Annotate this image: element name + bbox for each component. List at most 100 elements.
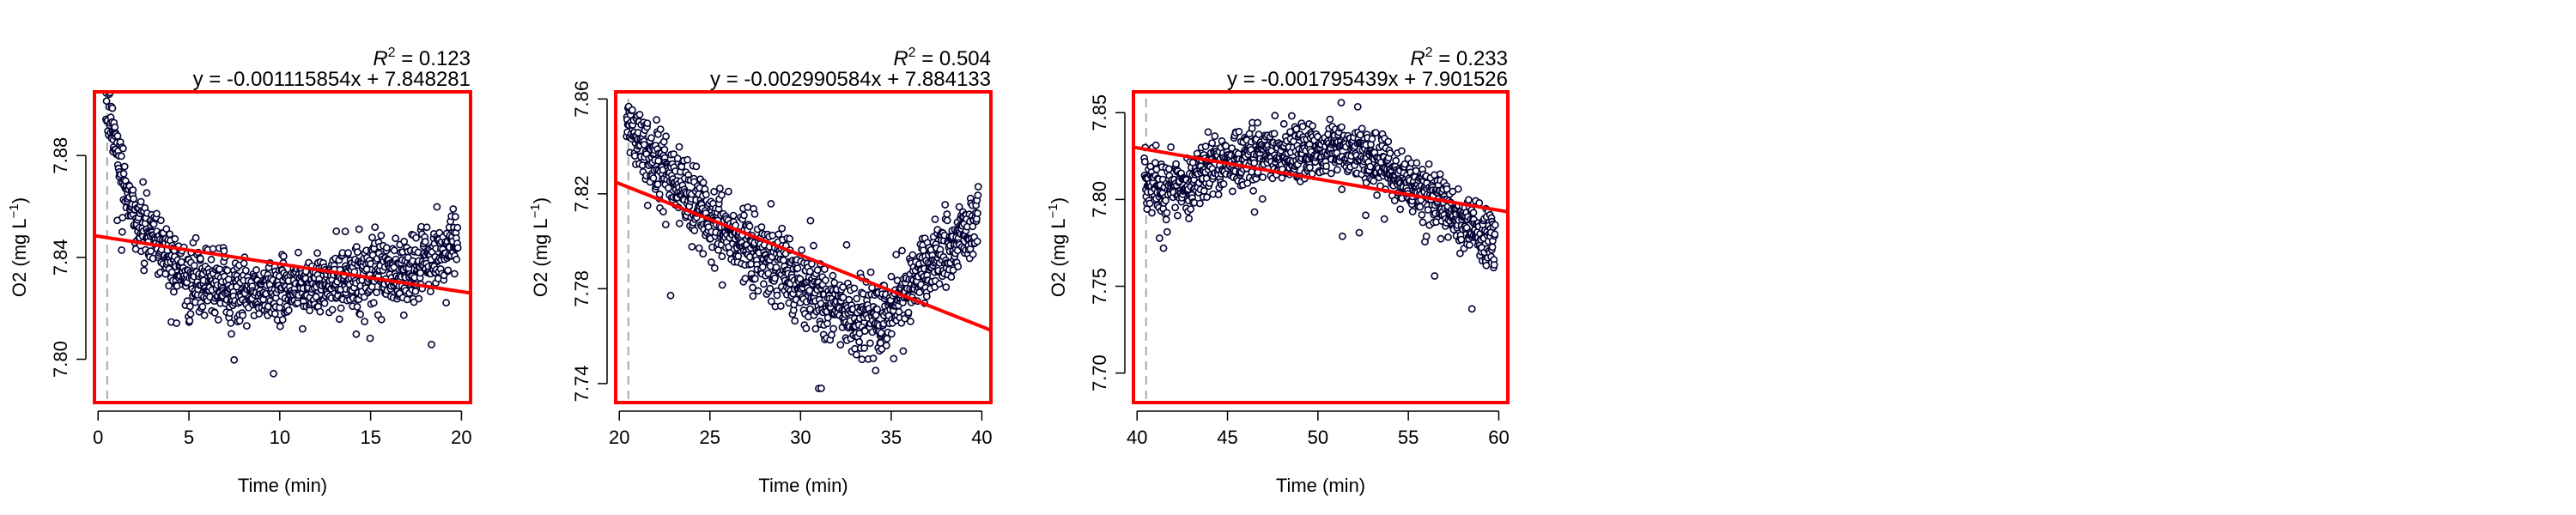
data-point	[320, 299, 329, 307]
y-axis: 7.70 7.75 7.80 7.85 O2 (mg L−1)	[1046, 94, 1126, 391]
plot-frame	[93, 90, 472, 404]
data-point	[1371, 129, 1380, 136]
data-point	[214, 316, 222, 324]
data-point	[306, 306, 313, 315]
data-point	[1254, 118, 1261, 127]
y-tick-label: 7.85	[1089, 94, 1110, 131]
data-point	[415, 294, 423, 303]
data-point	[1425, 160, 1433, 168]
data-point	[810, 241, 817, 250]
data-point	[702, 191, 710, 199]
data-point	[1185, 215, 1193, 222]
data-point	[974, 191, 982, 199]
data-point	[675, 219, 683, 227]
y-tick-label: 7.80	[50, 341, 71, 378]
data-point	[451, 213, 459, 221]
data-point	[102, 54, 108, 60]
data-point	[806, 216, 815, 225]
regression-equation: y = -0.001115854x + 7.848281	[193, 68, 471, 91]
data-point	[718, 191, 726, 199]
regression-line	[1133, 145, 1508, 214]
data-point	[629, 106, 636, 114]
data-point	[226, 309, 234, 318]
data-point	[196, 254, 204, 263]
chart-panel-2: 20 25 30 35 40 Time (min) 7.74 7.78 7.82 7.86 O2 (…	[528, 45, 993, 496]
data-point	[718, 252, 726, 261]
data-point	[813, 266, 822, 275]
data-point	[1163, 209, 1171, 217]
data-point	[191, 233, 200, 242]
data-point	[442, 299, 450, 307]
data-point	[866, 339, 874, 348]
y-tick-label: 7.88	[50, 137, 71, 174]
data-point	[710, 264, 719, 272]
data-point	[760, 280, 768, 288]
data-point	[828, 330, 835, 339]
data-point	[316, 307, 325, 316]
data-point	[949, 266, 957, 275]
x-tick-label: 35	[881, 427, 902, 448]
chart-panel-1: 0 5 10 15 20 Time (min) 7.80 7.84 7.88 O2 (mg L−1…	[7, 45, 472, 496]
data-point	[1250, 159, 1259, 167]
y-tick-label: 7.74	[571, 365, 592, 402]
data-point	[907, 318, 914, 325]
data-point	[1249, 186, 1257, 195]
data-point	[776, 302, 785, 310]
data-point	[1392, 156, 1400, 165]
data-point	[1390, 197, 1399, 205]
data-point	[117, 152, 125, 161]
data-point	[887, 272, 896, 281]
data-point	[171, 234, 179, 243]
data-point	[276, 322, 284, 330]
data-point	[1159, 244, 1168, 252]
data-point	[129, 185, 137, 194]
data-point	[1467, 305, 1476, 313]
x-axis: 20 25 30 35 40 Time (min)	[609, 410, 993, 496]
data-point	[198, 302, 207, 311]
data-point	[1322, 162, 1330, 170]
y-axis: 7.80 7.84 7.88 O2 (mg L−1)	[7, 137, 87, 378]
data-point	[1143, 205, 1151, 214]
x-tick-label: 25	[700, 427, 720, 448]
data-point	[661, 221, 670, 228]
data-point	[1457, 235, 1466, 244]
data-point	[899, 347, 908, 355]
data-point	[270, 369, 277, 378]
data-point	[162, 225, 171, 233]
data-point	[649, 174, 658, 182]
data-point	[1298, 122, 1307, 130]
data-point	[690, 227, 699, 234]
data-point	[1338, 123, 1346, 131]
data-point	[726, 249, 734, 258]
data-point	[1172, 160, 1180, 168]
data-point	[104, 85, 110, 91]
data-point	[185, 317, 194, 324]
data-point	[371, 223, 380, 231]
plot-frame	[614, 90, 993, 404]
data-point	[185, 302, 194, 311]
data-point	[643, 119, 652, 127]
data-points	[102, 54, 462, 378]
data-point	[1396, 205, 1405, 214]
data-point	[278, 315, 287, 324]
x-tick-label: 10	[270, 427, 290, 448]
data-point	[382, 244, 391, 252]
data-point	[829, 271, 837, 280]
x-tick-label: 5	[184, 427, 194, 448]
data-point	[1278, 173, 1286, 182]
data-point	[118, 144, 127, 153]
data-point	[239, 311, 247, 319]
data-point	[1413, 159, 1421, 167]
data-point	[699, 250, 708, 258]
data-point	[105, 83, 111, 89]
data-point	[227, 318, 235, 327]
data-point	[209, 245, 217, 253]
data-point	[908, 251, 917, 259]
data-point	[223, 266, 232, 275]
data-point	[653, 116, 660, 124]
data-point	[228, 330, 235, 338]
data-point	[353, 302, 361, 311]
data-point	[143, 189, 151, 197]
